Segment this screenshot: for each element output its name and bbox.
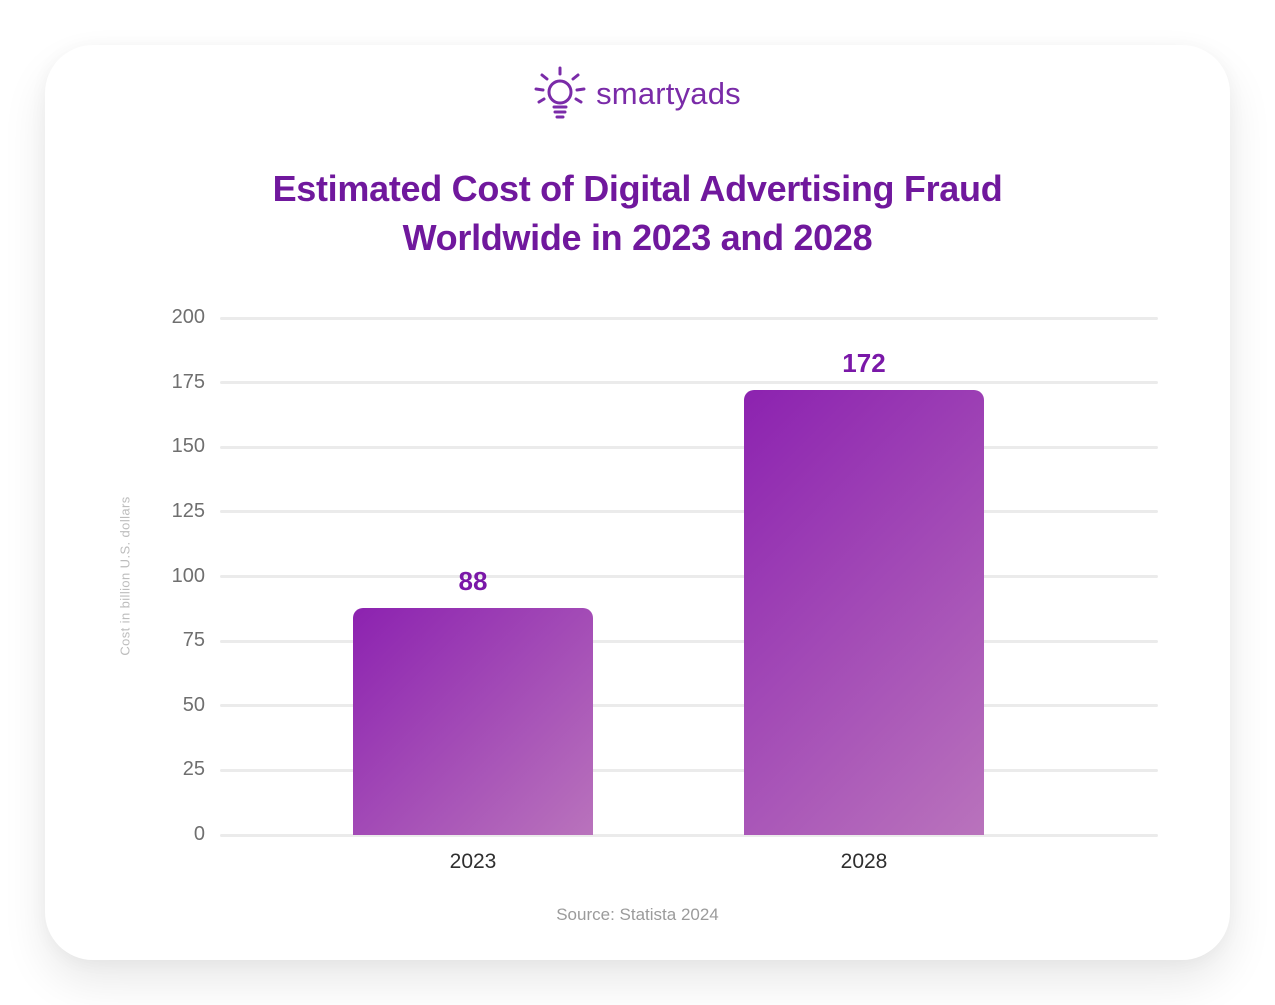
y-tick-label-75: 75 (182, 629, 205, 652)
chart-title: Estimated Cost of Digital Advertising Fr… (0, 164, 1275, 262)
bar-2028 (744, 390, 984, 835)
y-tick-label-50: 50 (182, 693, 205, 716)
lightbulb-icon (534, 66, 586, 119)
gridline-100 (220, 575, 1158, 578)
chart-title-line1: Estimated Cost of Digital Advertising Fr… (272, 168, 1003, 209)
gridline-175 (220, 381, 1158, 385)
logo: smartyads (0, 66, 1275, 122)
source-caption: Source: Statista 2024 (556, 905, 719, 924)
chart-title-line2: Worldwide in 2023 and 2028 (402, 217, 873, 258)
logo-text: smartyads (596, 76, 741, 111)
gridline-150 (220, 445, 1158, 449)
gridline-125 (220, 510, 1158, 514)
gridline-200 (220, 316, 1158, 320)
bar-value-label-2028: 172 (842, 348, 886, 379)
x-tick-label-2028: 2028 (840, 850, 888, 873)
bar-value-label-2023: 88 (458, 565, 488, 596)
y-tick-label-100: 100 (171, 564, 205, 587)
y-tick-label-200: 200 (171, 306, 205, 328)
x-tick-label-2023: 2023 (449, 850, 497, 873)
y-axis-title: Cost in billion U.S. dollars (117, 496, 133, 656)
bar-2023 (353, 607, 593, 835)
y-tick-label-150: 150 (171, 435, 205, 458)
gridline-75 (220, 639, 1158, 643)
y-tick-label-125: 125 (171, 499, 205, 522)
gridline-0 (220, 833, 1158, 837)
infographic-card (45, 45, 1230, 960)
gridline-25 (220, 768, 1158, 772)
y-tick-label-25: 25 (182, 758, 205, 781)
y-tick-label-0: 0 (193, 823, 205, 845)
y-tick-label-175: 175 (171, 370, 205, 393)
gridline-50 (220, 704, 1158, 708)
